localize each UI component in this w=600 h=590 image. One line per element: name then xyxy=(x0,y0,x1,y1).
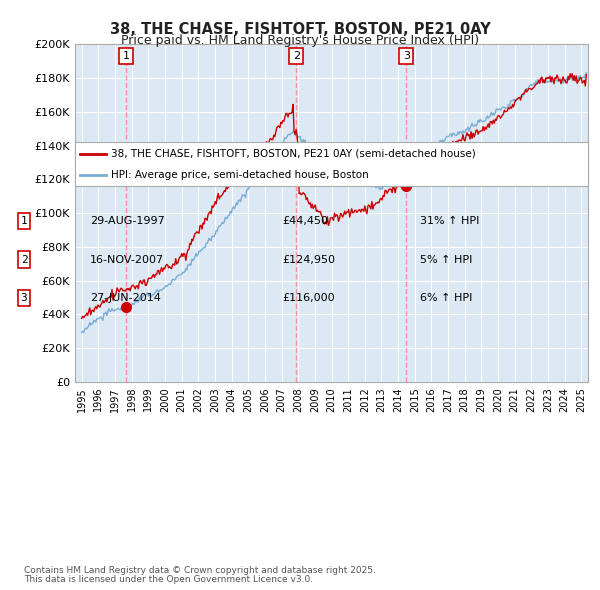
Text: £124,950: £124,950 xyxy=(282,255,335,264)
Text: 2: 2 xyxy=(293,51,300,61)
Text: 5% ↑ HPI: 5% ↑ HPI xyxy=(420,255,472,264)
Text: £116,000: £116,000 xyxy=(282,293,335,303)
Text: This data is licensed under the Open Government Licence v3.0.: This data is licensed under the Open Gov… xyxy=(24,575,313,584)
Text: Contains HM Land Registry data © Crown copyright and database right 2025.: Contains HM Land Registry data © Crown c… xyxy=(24,566,376,575)
Text: 2: 2 xyxy=(20,255,28,264)
Text: HPI: Average price, semi-detached house, Boston: HPI: Average price, semi-detached house,… xyxy=(111,170,368,180)
Text: 1: 1 xyxy=(20,217,28,226)
Text: 3: 3 xyxy=(20,293,28,303)
Text: 16-NOV-2007: 16-NOV-2007 xyxy=(90,255,164,264)
Text: 31% ↑ HPI: 31% ↑ HPI xyxy=(420,217,479,226)
Text: 3: 3 xyxy=(403,51,410,61)
Text: 29-AUG-1997: 29-AUG-1997 xyxy=(90,217,165,226)
Text: £44,450: £44,450 xyxy=(282,217,328,226)
Text: 38, THE CHASE, FISHTOFT, BOSTON, PE21 0AY (semi-detached house): 38, THE CHASE, FISHTOFT, BOSTON, PE21 0A… xyxy=(111,149,476,159)
Text: 1: 1 xyxy=(122,51,130,61)
Text: Price paid vs. HM Land Registry's House Price Index (HPI): Price paid vs. HM Land Registry's House … xyxy=(121,34,479,47)
Text: 38, THE CHASE, FISHTOFT, BOSTON, PE21 0AY: 38, THE CHASE, FISHTOFT, BOSTON, PE21 0A… xyxy=(110,22,490,37)
Text: 6% ↑ HPI: 6% ↑ HPI xyxy=(420,293,472,303)
Text: 27-JUN-2014: 27-JUN-2014 xyxy=(90,293,161,303)
